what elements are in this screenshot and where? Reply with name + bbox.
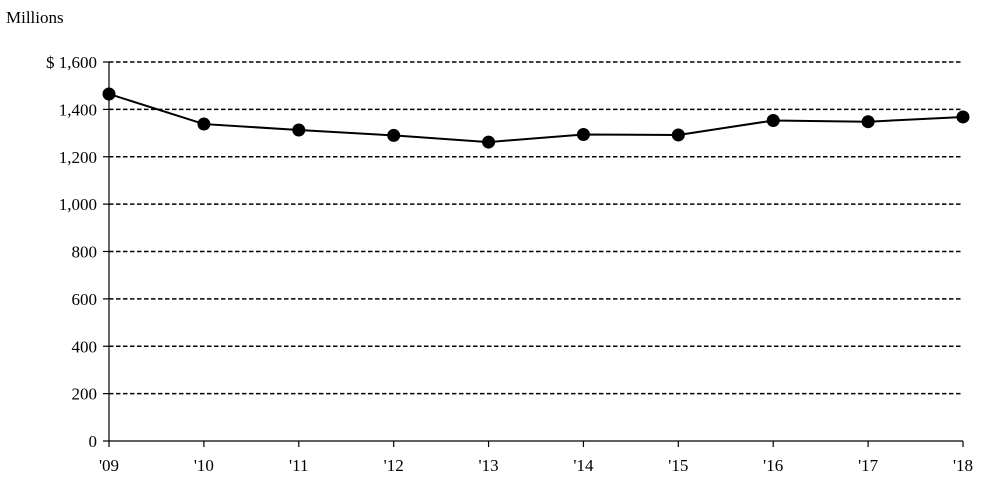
x-tick-label: '15 — [668, 456, 688, 475]
data-point — [861, 115, 875, 129]
y-tick-label: 1,000 — [59, 195, 97, 214]
y-tick-label: $ 1,600 — [46, 53, 97, 72]
grid-lines — [109, 61, 963, 395]
y-tick-label: 1,200 — [59, 148, 97, 167]
x-tick-label: '10 — [194, 456, 214, 475]
axes — [103, 61, 964, 447]
data-point — [671, 128, 685, 142]
x-tick-label: '16 — [763, 456, 783, 475]
data-point — [387, 128, 401, 142]
x-tick-label: '13 — [479, 456, 499, 475]
x-tick-label: '14 — [573, 456, 594, 475]
y-tick-label: 800 — [72, 243, 98, 262]
data-point — [956, 110, 970, 124]
data-point — [576, 127, 590, 141]
x-tick-label: '11 — [289, 456, 308, 475]
x-tick-label: '17 — [858, 456, 879, 475]
y-unit-label: Millions — [6, 8, 64, 27]
data-point — [482, 135, 496, 149]
y-tick-label: 600 — [72, 290, 98, 309]
y-tick-label: 0 — [89, 432, 98, 451]
data-point — [197, 117, 211, 131]
data-point — [292, 123, 306, 137]
x-tick-label: '09 — [99, 456, 119, 475]
y-tick-labels: 0 200 400 600 800 1,000 1,200 1,400 $ 1,600 — [46, 53, 97, 451]
x-tick-labels: '09 '10 '11 '12 '13 '14 '15 '16 '17 '18 — [99, 456, 973, 475]
y-tick-label: 400 — [72, 337, 98, 356]
data-series — [102, 87, 970, 149]
x-tick-label: '12 — [384, 456, 404, 475]
data-point — [102, 87, 116, 101]
data-point — [766, 114, 780, 128]
x-tick-label: '18 — [953, 456, 973, 475]
y-tick-label: 200 — [72, 385, 98, 404]
series-line — [108, 93, 964, 144]
y-tick-label: 1,400 — [59, 100, 97, 119]
